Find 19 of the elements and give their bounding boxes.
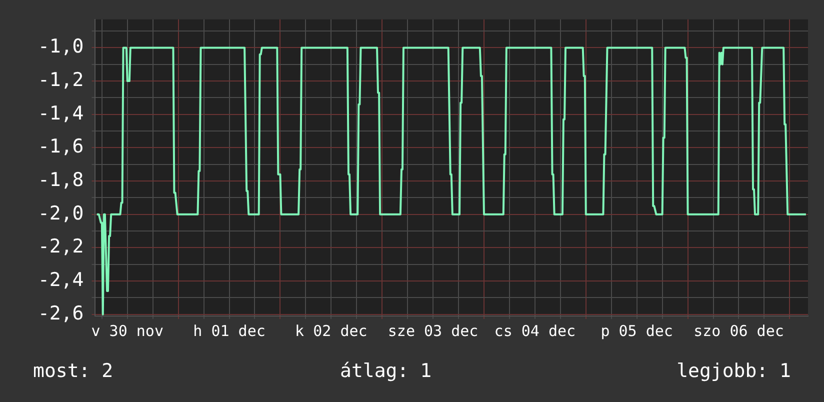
y-tick-label: -1,4 [38,102,84,124]
y-tick-label: -2,4 [38,268,84,291]
text: most: 2 [33,360,114,382]
x-tick-label: p 05 dec [600,322,673,340]
x-tick-label: cs 04 dec [494,322,576,340]
text: átlag: 1 [340,360,432,382]
y-tick-label: -2,0 [38,202,84,224]
x-tick-label: v 30 nov [91,322,164,340]
y-tick-label: -1,8 [38,168,84,191]
y-tick-label: -1,0 [38,36,84,58]
text: legjobb: 1 [676,360,791,382]
x-tick-label: h 01 dec [193,322,266,340]
x-tick-label: szo 06 dec [694,322,784,340]
x-tick-label: k 02 dec [295,322,368,340]
y-tick-label: -1,6 [38,136,84,158]
y-tick-label: -2,6 [38,302,84,324]
y-tick-label: -1,2 [38,68,84,91]
y-tick-label: -2,2 [38,236,84,258]
x-tick-label: sze 03 dec [388,322,478,340]
